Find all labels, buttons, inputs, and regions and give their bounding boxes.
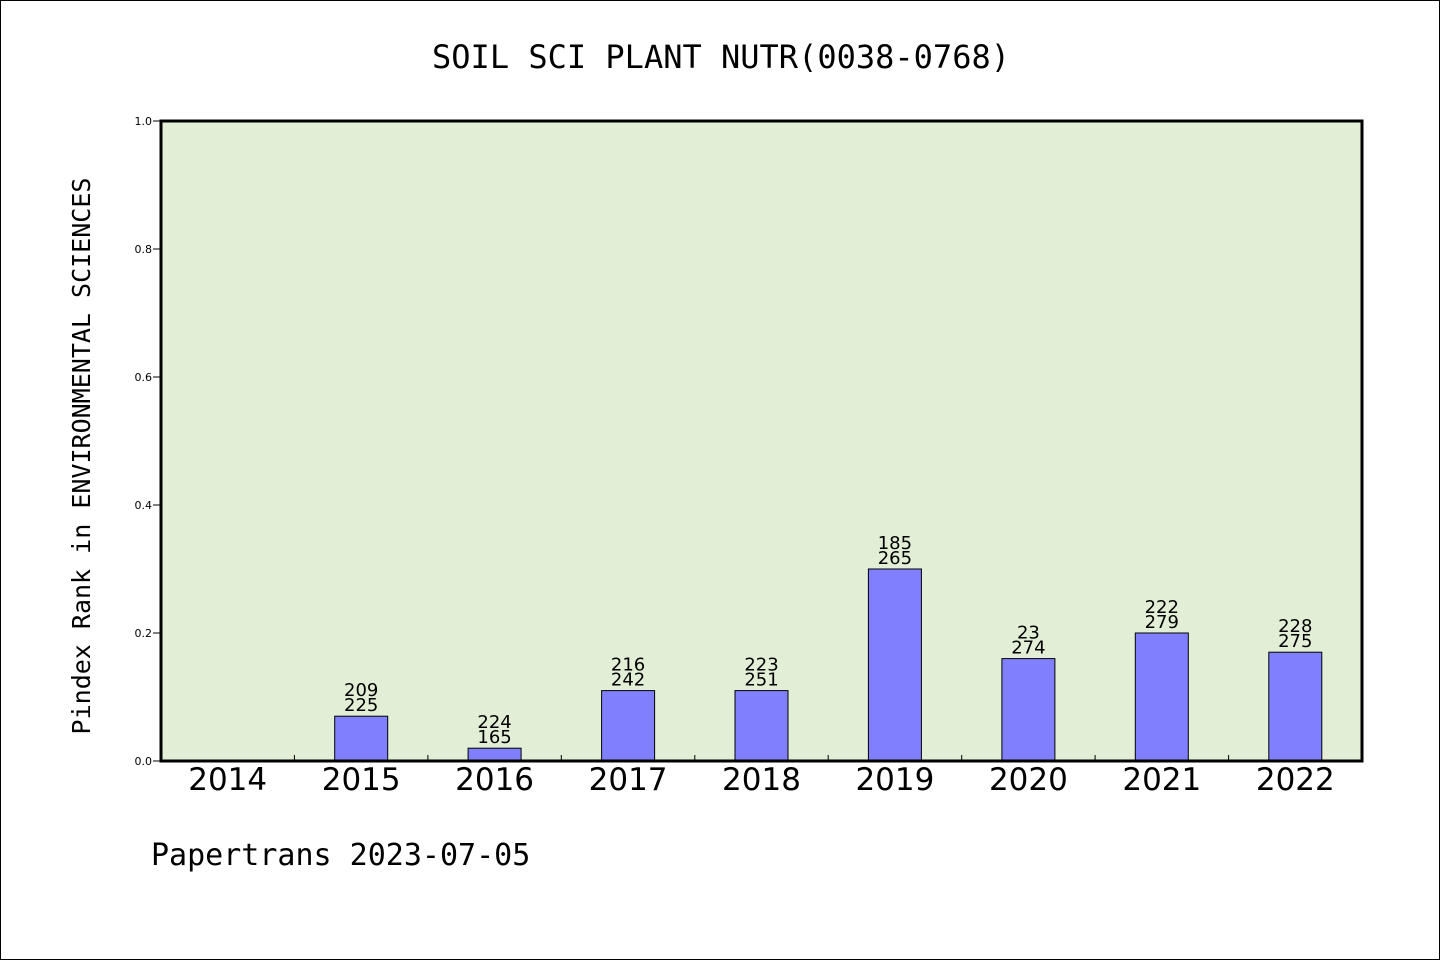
x-tick-label-2021: 2021 bbox=[1122, 762, 1201, 798]
data-labels-group: 2092252241652162422232511852652327422227… bbox=[344, 533, 1312, 748]
y-tick-label: 0.2 bbox=[135, 627, 153, 640]
data-label-bottom-2021: 279 bbox=[1145, 612, 1179, 633]
chart-title: SOIL SCI PLANT NUTR(0038-0768) bbox=[432, 38, 1010, 76]
x-tick-label-2019: 2019 bbox=[855, 762, 934, 798]
data-label-bottom-2015: 225 bbox=[344, 695, 378, 716]
data-label-top-2017: 216 bbox=[611, 655, 645, 676]
bar-2018 bbox=[734, 690, 789, 762]
x-axis: 2014 2015 2016 2017 2018 2019 2020 2021 2022 bbox=[188, 755, 1335, 798]
y-tick-label: 0.4 bbox=[135, 499, 153, 512]
bar-2015 bbox=[334, 715, 389, 762]
y-axis: 0.0 0.2 0.4 0.6 0.8 1.0 bbox=[135, 115, 161, 768]
data-label-bottom-2020: 274 bbox=[1011, 638, 1045, 659]
x-tick-label-2017: 2017 bbox=[589, 762, 668, 798]
bar-2022 bbox=[1268, 651, 1323, 762]
y-tick-label: 0.6 bbox=[135, 371, 153, 384]
bar-2020 bbox=[1001, 658, 1056, 762]
footer-credit: Papertrans 2023-07-05 bbox=[151, 838, 530, 873]
bar-2016 bbox=[467, 747, 522, 762]
data-label-bottom-2019: 265 bbox=[878, 548, 912, 569]
data-label-top-2016: 224 bbox=[477, 712, 511, 733]
plot-border bbox=[159, 119, 1364, 763]
y-tick-label: 0.0 bbox=[135, 755, 153, 768]
bar-2019 bbox=[867, 568, 922, 762]
y-tick-label: 0.8 bbox=[135, 243, 153, 256]
y-axis-label: Pindex Rank in ENVIRONMENTAL SCIENCES bbox=[67, 178, 96, 735]
data-label-bottom-2017: 242 bbox=[611, 670, 645, 691]
bar-2017 bbox=[601, 690, 656, 762]
data-label-top-2022: 228 bbox=[1278, 616, 1312, 637]
data-label-top-2020: 23 bbox=[1017, 623, 1040, 644]
data-label-top-2021: 222 bbox=[1145, 597, 1179, 618]
data-label-bottom-2018: 251 bbox=[744, 670, 778, 691]
y-tick-label: 1.0 bbox=[135, 115, 153, 128]
x-tick-label-2015: 2015 bbox=[322, 762, 401, 798]
data-label-top-2019: 185 bbox=[878, 533, 912, 554]
x-tick-label-2020: 2020 bbox=[989, 762, 1068, 798]
x-tick-label-2014: 2014 bbox=[188, 762, 267, 798]
x-tick-label-2018: 2018 bbox=[722, 762, 801, 798]
data-label-bottom-2016: 165 bbox=[477, 727, 511, 748]
x-tick-label-2016: 2016 bbox=[455, 762, 534, 798]
data-label-bottom-2022: 275 bbox=[1278, 631, 1312, 652]
data-label-top-2018: 223 bbox=[744, 655, 778, 676]
bars-group bbox=[334, 568, 1323, 762]
bar-2021 bbox=[1134, 632, 1189, 762]
x-tick-label-2022: 2022 bbox=[1256, 762, 1335, 798]
data-label-top-2015: 209 bbox=[344, 680, 378, 701]
